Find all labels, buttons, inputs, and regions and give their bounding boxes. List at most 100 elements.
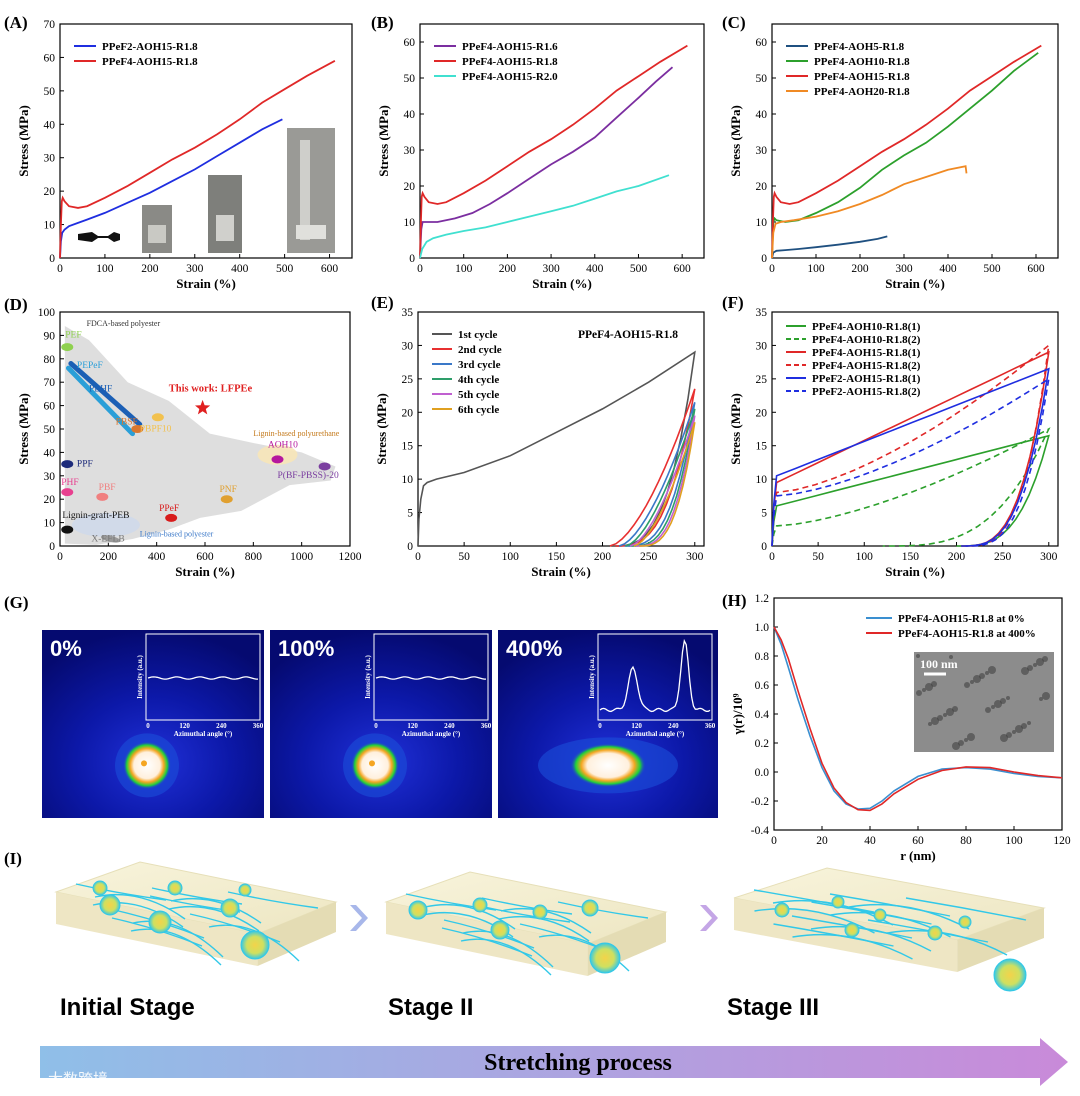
saxs-inset-ylabel: Intensity (a.u.) bbox=[588, 654, 596, 698]
panel-d-lignin-pu-region bbox=[257, 444, 298, 465]
panel-h-xtick-label: 120 bbox=[1053, 835, 1071, 847]
panel-e-xtick-label: 50 bbox=[458, 551, 470, 563]
panel-d-label-ppef: PPeF bbox=[159, 504, 179, 514]
stage-fiber bbox=[132, 920, 224, 958]
stage-label-3: Stage III bbox=[727, 994, 819, 1021]
panel-a-ytick-label: 50 bbox=[44, 86, 56, 98]
panel-i: (I) Initial Stage Stage II Stage III Str… bbox=[4, 849, 1068, 1088]
stage-fiber bbox=[170, 897, 262, 924]
stage-fiber bbox=[792, 933, 913, 960]
panel-d-this-work-star bbox=[195, 399, 211, 415]
panel-h-tem-particle bbox=[973, 675, 981, 683]
saxs-inset-frame bbox=[373, 633, 489, 721]
panel-e-ytick-label: 0 bbox=[407, 541, 413, 553]
panel-h-xtick-label: 80 bbox=[960, 835, 972, 847]
panel-c-series-line bbox=[771, 235, 888, 259]
stage-cluster bbox=[927, 925, 943, 941]
panel-b-series-line bbox=[419, 44, 688, 259]
stage-fiber bbox=[557, 901, 649, 919]
panel-d-label-ppf: PPF bbox=[77, 459, 93, 469]
panel-d-point bbox=[220, 495, 233, 504]
panel-h-ytick-label: 0.4 bbox=[755, 709, 770, 721]
stage-fiber bbox=[227, 891, 319, 909]
panel-h-tem-particle bbox=[985, 671, 989, 675]
stage-cluster bbox=[148, 910, 172, 934]
panel-h-xtick-label: 20 bbox=[816, 835, 828, 847]
stage-fiber bbox=[479, 905, 571, 923]
panel-c-legend-label: PPeF4-AOH15-R1.8 bbox=[814, 71, 910, 83]
saxs-inset-tick: 120 bbox=[631, 722, 642, 730]
panel-h-series-line bbox=[773, 626, 1063, 810]
panel-a-plot-frame bbox=[59, 23, 353, 259]
panel-c-legend-label: PPeF4-AOH10-R1.8 bbox=[814, 56, 910, 68]
panel-d-this-work-label: This work: LFPEe bbox=[169, 384, 253, 395]
panel-a-ytick-label: 60 bbox=[44, 52, 56, 64]
panel-d-point bbox=[100, 535, 121, 543]
stage-label-initial: Initial Stage bbox=[60, 994, 195, 1021]
stage-cluster bbox=[581, 899, 599, 917]
panel-b-xtick-label: 200 bbox=[499, 263, 517, 275]
stage-fiber bbox=[498, 915, 590, 942]
panel-label-h: (H) bbox=[722, 591, 747, 610]
panel-e-cycle-line bbox=[625, 408, 696, 547]
tensile-photo-insets bbox=[78, 128, 335, 253]
panel-e-xaxis-label: Strain (%) bbox=[531, 564, 591, 579]
panel-d-ytick-label: 20 bbox=[44, 494, 56, 506]
panel-f-ytick-label: 15 bbox=[756, 441, 768, 453]
panel-e-title: PPeF4-AOH15-R1.8 bbox=[578, 329, 678, 341]
stage-fiber bbox=[810, 925, 932, 952]
panel-b-ytick-label: 50 bbox=[404, 73, 416, 85]
panel-b-legend-label: PPeF4-AOH15-R1.8 bbox=[462, 56, 558, 68]
stage-cluster bbox=[774, 902, 790, 918]
panel-f-plot-frame bbox=[771, 311, 1059, 547]
panel-h-tem-particle bbox=[1042, 692, 1050, 700]
stage-cluster bbox=[490, 920, 510, 940]
panel-h-tem-particle bbox=[949, 655, 953, 659]
panel-a-xtick-label: 400 bbox=[231, 263, 249, 275]
panel-label-f: (F) bbox=[722, 293, 744, 312]
saxs-inset-frame bbox=[145, 633, 261, 721]
panel-a-ytick-label: 10 bbox=[44, 220, 56, 232]
panel-e-legend-label: 4th cycle bbox=[458, 374, 499, 386]
panel-h-xtick-label: 0 bbox=[771, 835, 777, 847]
panel-a-xtick-label: 200 bbox=[141, 263, 159, 275]
panel-e-legend-label: 6th cycle bbox=[458, 404, 499, 416]
panel-d-ytick-label: 90 bbox=[44, 330, 56, 342]
panel-a-xaxis-label: Strain (%) bbox=[176, 276, 236, 291]
panel-f-legend-label: PPeF2-AOH15-R1.8(2) bbox=[812, 386, 921, 398]
panel-f-series-line bbox=[771, 434, 1050, 547]
stage-fiber bbox=[462, 930, 554, 968]
panel-h-tem-particle bbox=[1006, 696, 1010, 700]
panel-label-b: (B) bbox=[371, 13, 394, 32]
panel-f-ytick-label: 20 bbox=[756, 407, 768, 419]
panel-d-label-pbf: PBF bbox=[99, 483, 116, 493]
panel-d-ytick-label: 30 bbox=[44, 471, 56, 483]
stage-arrow-1 bbox=[350, 905, 368, 931]
stage-fiber bbox=[481, 897, 573, 915]
saxs-inset-xlabel: Azimuthal angle (°) bbox=[174, 730, 233, 738]
panel-d-point bbox=[165, 513, 178, 522]
panel-e: (E) 0 50 100 150 200 250 300 0 5 10 15 20 25 30 35 Stra… bbox=[371, 293, 705, 579]
tensile-photo-2 bbox=[208, 175, 242, 253]
panel-b-series-line bbox=[419, 174, 670, 259]
panel-g: (G) 0% 0 120 240 360 Azimuthal angle (°) Inten… bbox=[4, 593, 718, 818]
panel-d-xtick-label: 800 bbox=[245, 551, 263, 563]
panel-h-tem-particle bbox=[1021, 667, 1029, 675]
panel-d-point bbox=[271, 455, 284, 464]
panel-c-ytick-label: 60 bbox=[756, 37, 768, 49]
panel-e-ytick-label: 5 bbox=[407, 508, 413, 520]
panel-c-xtick-label: 300 bbox=[895, 263, 913, 275]
panel-d-lignin-pe-region bbox=[71, 512, 140, 537]
panel-label-g: (G) bbox=[4, 593, 29, 612]
panel-c-xtick-label: 200 bbox=[851, 263, 869, 275]
panel-d-point bbox=[96, 492, 109, 501]
panel-e-cycle-line bbox=[609, 388, 696, 547]
stage-fiber bbox=[905, 897, 1027, 921]
panel-a-legend-label: PPeF4-AOH15-R1.8 bbox=[102, 56, 198, 68]
panel-label-c: (C) bbox=[722, 13, 746, 32]
stage-cluster bbox=[958, 915, 972, 929]
saxs-inset-ylabel: Intensity (a.u.) bbox=[136, 654, 144, 698]
panel-c-ytick-label: 30 bbox=[756, 145, 768, 157]
dogbone-specimen-icon bbox=[78, 232, 120, 242]
